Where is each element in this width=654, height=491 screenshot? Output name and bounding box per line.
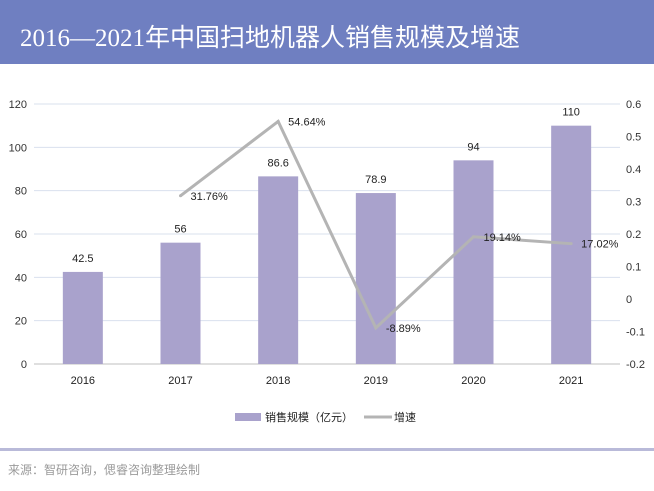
x-tick-label: 2017 (168, 375, 192, 387)
x-tick-label: 2016 (71, 375, 95, 387)
legend-line-label: 增速 (394, 410, 416, 424)
legend-bar-swatch (235, 413, 261, 421)
bar-value-label: 56 (174, 224, 186, 236)
growth-point (472, 235, 475, 239)
y-left-tick-label: 80 (15, 186, 27, 198)
x-tick-label: 2021 (559, 375, 583, 387)
growth-point (569, 242, 573, 246)
y-right-tick-label: 0.6 (626, 99, 641, 111)
y-right-tick-label: -0.1 (626, 327, 645, 339)
bar-value-label: 78.9 (365, 174, 386, 186)
chart-title: 2016—2021年中国扫地机器人销售规模及增速 (20, 25, 521, 52)
bar-2016 (62, 271, 103, 364)
y-left-tick-label: 60 (15, 229, 27, 241)
bar-2019 (355, 193, 396, 364)
growth-label: -8.89% (386, 323, 421, 335)
bar-value-label: 42.5 (72, 253, 93, 265)
y-right-tick-label: 0.1 (626, 262, 641, 274)
growth-point (179, 194, 182, 198)
divider (0, 448, 654, 451)
x-tick-label: 2019 (364, 375, 388, 387)
bar-2018 (258, 176, 299, 364)
bar-value-label: 94 (467, 141, 479, 153)
growth-label: 54.64% (288, 116, 326, 128)
y-left-tick-label: 120 (9, 99, 27, 111)
growth-label: 19.14% (484, 232, 522, 244)
bar-value-label: 110 (562, 107, 580, 119)
x-tick-label: 2018 (266, 375, 290, 387)
title-band (0, 0, 654, 64)
y-left-tick-label: 20 (15, 316, 27, 328)
legend-bar-label: 销售规模（亿元） (265, 410, 353, 424)
y-left-tick-label: 100 (9, 142, 27, 154)
y-right-tick-label: 0.5 (626, 132, 641, 144)
growth-label: 17.02% (581, 239, 619, 251)
chart: 0 20 40 60 80 100 120 -0.2 -0.1 0 0.1 0.2 0.3 0.4 0.5 0… (9, 99, 645, 424)
y-left-tick-label: 0 (21, 359, 27, 371)
y-right-tick-label: 0 (626, 294, 632, 306)
y-right-tick-label: 0.4 (626, 164, 641, 176)
growth-label: 31.76% (191, 191, 229, 203)
bar-2020 (453, 160, 494, 364)
y-right-tick-label: 0.2 (626, 229, 641, 241)
growth-point (374, 326, 378, 330)
x-tick-label: 2020 (461, 375, 485, 387)
growth-point (276, 119, 280, 123)
y-right-tick-label: 0.3 (626, 197, 641, 209)
source-note: 来源：智研咨询，偲睿咨询整理绘制 (8, 463, 201, 477)
y-right-tick-label: -0.2 (626, 359, 645, 371)
y-left-tick-label: 40 (15, 272, 27, 284)
bar-2017 (160, 242, 201, 364)
bar-value-label: 86.6 (267, 157, 288, 169)
